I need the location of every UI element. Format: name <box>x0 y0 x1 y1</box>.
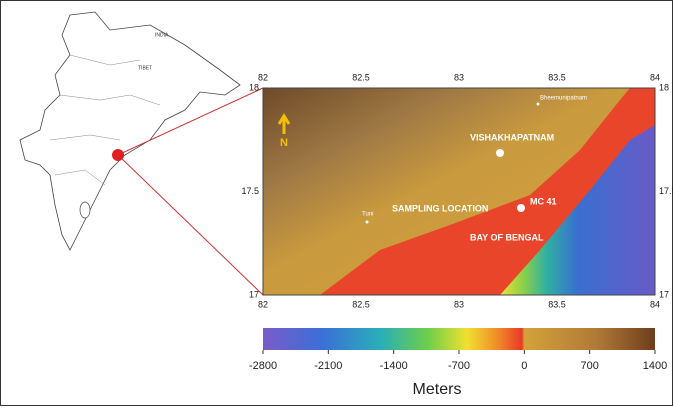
place: MC 41 <box>530 196 557 206</box>
colorbar-tick-label: 0 <box>521 360 527 372</box>
lon-tick-label: 83 <box>454 299 464 309</box>
zoom-line <box>117 154 264 296</box>
colorbar-tick-label: -700 <box>448 360 470 372</box>
map-border <box>262 87 656 296</box>
station-dot <box>517 204 525 212</box>
colorbar-tick-label: -1400 <box>380 360 408 372</box>
lon-tick-label: 84 <box>650 72 660 82</box>
deep-sea <box>500 125 655 295</box>
place: Tuni <box>362 212 373 218</box>
lon-tick-label: 82.5 <box>352 72 370 82</box>
place-dot <box>536 102 540 106</box>
lon-tick-label: 83.5 <box>548 299 566 309</box>
inset-label: TIBET <box>138 65 152 71</box>
colorbar-label: Meters <box>413 381 462 398</box>
lat-tick-label: 18 <box>249 82 259 92</box>
lat-tick-label: 17.5 <box>659 186 673 196</box>
inset-label: INDIA <box>155 32 169 38</box>
lat-tick-label: 17 <box>659 289 669 299</box>
map <box>262 87 656 296</box>
state-borders <box>49 54 161 186</box>
lon-tick-label: 82.5 <box>352 299 370 309</box>
colorbar <box>263 328 655 350</box>
lon-tick-label: 83 <box>454 72 464 82</box>
place: SAMPLING LOCATION <box>392 203 488 213</box>
place: BAY OF BENGAL <box>470 232 544 242</box>
sri-lanka <box>79 201 91 219</box>
lon-tick-label: 84 <box>650 299 660 309</box>
lat-tick-label: 17 <box>249 289 259 299</box>
north-label: N <box>280 137 288 149</box>
place: Bheemunipatnam <box>540 96 587 102</box>
study-area <box>112 149 124 161</box>
colorbar-tick-label: -2800 <box>249 360 277 372</box>
zoom-line <box>117 87 264 156</box>
colorbar-tick-label: 1400 <box>643 360 667 372</box>
lon-tick-label: 82 <box>258 72 268 82</box>
lat-tick-label: 17.5 <box>241 186 259 196</box>
place: VISHAKHAPATNAM <box>470 132 554 142</box>
north-arrow <box>277 113 291 134</box>
colorbar-tick-label: -2100 <box>314 360 342 372</box>
place-dot <box>365 220 369 224</box>
lon-tick-label: 83.5 <box>548 72 566 82</box>
place-dot <box>496 149 504 157</box>
lat-tick-label: 18 <box>659 82 669 92</box>
colorbar-tick-label: 700 <box>580 360 598 372</box>
lon-tick-label: 82 <box>258 299 268 309</box>
